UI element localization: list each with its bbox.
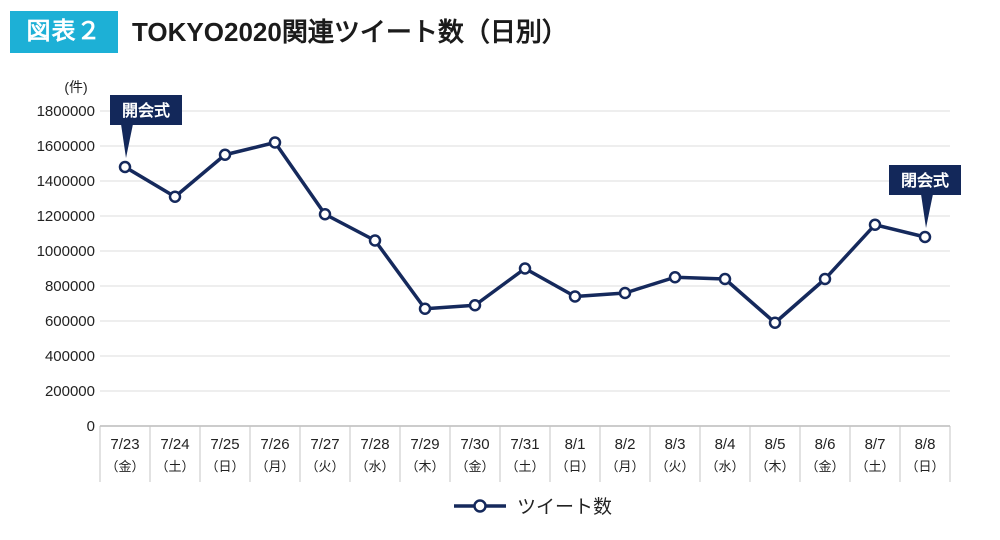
x-tick-label: 7/23 (110, 436, 139, 453)
y-tick-label: 1800000 (37, 103, 95, 120)
y-tick-label: 1200000 (37, 208, 95, 225)
y-tick-label: 1000000 (37, 243, 95, 260)
x-tick-sublabel: （月） (605, 459, 644, 474)
data-point (568, 290, 582, 303)
legend-marker-swatch (473, 499, 487, 513)
x-tick-sublabel: （火） (655, 459, 694, 474)
annotation-callout: 閉会式 (889, 165, 961, 228)
data-point (868, 218, 882, 231)
y-tick-label: 800000 (45, 278, 95, 295)
x-tick-label: 8/2 (615, 436, 636, 453)
y-tick-label: 400000 (45, 348, 95, 365)
data-point (668, 271, 682, 284)
data-point (468, 299, 482, 312)
x-tick-label: 8/8 (915, 436, 936, 453)
x-tick-sublabel: （水） (705, 459, 744, 474)
data-point (768, 316, 782, 329)
legend-label: ツイート数 (517, 496, 612, 518)
x-tick-label: 8/7 (865, 436, 886, 453)
x-tick-label: 7/26 (260, 436, 289, 453)
x-tick-label: 8/6 (815, 436, 836, 453)
x-tick-sublabel: （土） (855, 459, 894, 474)
x-tick-sublabel: （土） (505, 459, 544, 474)
x-tick-label: 8/3 (665, 436, 686, 453)
x-tick-sublabel: （金） (805, 459, 844, 474)
x-tick-sublabel: （日） (205, 459, 244, 474)
x-tick-sublabel: （日） (555, 459, 594, 474)
figure-label: 図表２ (10, 11, 118, 53)
x-axis: 7/23 （金） 7/24 （土） 7/25 （日） 7/26 （月） 7/27 （火） 7/28 （… (99, 425, 951, 482)
annotation-callout: 開会式 (110, 95, 182, 158)
data-point (318, 208, 332, 221)
x-tick-label: 8/4 (715, 436, 736, 453)
x-tick-sublabel: （金） (455, 459, 494, 474)
y-tick-label: 0 (87, 418, 95, 435)
x-tick-label: 7/27 (310, 436, 339, 453)
y-tick-label: 200000 (45, 383, 95, 400)
y-axis: 0 200000 400000 600000 800000 1000000 1200000 1… (37, 79, 95, 435)
x-tick-sublabel: （金） (105, 459, 144, 474)
x-tick-sublabel: （日） (905, 459, 944, 474)
callout-pointer (121, 124, 133, 158)
x-tick-label: 7/31 (510, 436, 539, 453)
callout-box (889, 165, 961, 195)
y-axis-unit: (件) (64, 79, 87, 95)
gridlines (100, 110, 950, 392)
data-point (218, 148, 232, 161)
data-point (918, 230, 932, 244)
data-point (618, 286, 632, 300)
x-tick-label: 8/1 (565, 436, 586, 453)
y-tick-label: 1600000 (37, 138, 95, 155)
x-tick-sublabel: （月） (255, 459, 294, 474)
callout-label: 閉会式 (901, 171, 949, 190)
data-point (168, 190, 182, 203)
callout-box (110, 95, 182, 125)
x-tick-label: 8/5 (765, 436, 786, 453)
x-tick-label: 7/29 (410, 436, 439, 453)
legend: ツイート数 (454, 496, 612, 518)
y-tick-label: 600000 (45, 313, 95, 330)
x-tick-sublabel: （木） (755, 459, 794, 474)
series-line (123, 140, 927, 325)
callout-label: 開会式 (122, 101, 170, 120)
x-tick-sublabel: （水） (355, 459, 394, 474)
x-tick-sublabel: （火） (305, 459, 344, 474)
x-tick-label: 7/30 (460, 436, 489, 453)
data-point (518, 262, 532, 275)
x-tick-label: 7/28 (360, 436, 389, 453)
chart-title: TOKYO2020関連ツイート数（日別） (132, 17, 568, 47)
data-point (268, 136, 282, 149)
x-tick-sublabel: （木） (405, 459, 444, 474)
x-tick-sublabel: （土） (155, 459, 194, 474)
data-point (818, 272, 832, 286)
x-tick-label: 7/25 (210, 436, 239, 453)
data-point (368, 234, 382, 247)
data-point (418, 302, 432, 315)
callout-pointer (921, 194, 933, 228)
series-tweet-count (118, 136, 932, 329)
data-point (118, 160, 132, 174)
y-tick-label: 1400000 (37, 173, 95, 190)
x-tick-label: 7/24 (160, 436, 189, 453)
data-point (718, 272, 732, 286)
